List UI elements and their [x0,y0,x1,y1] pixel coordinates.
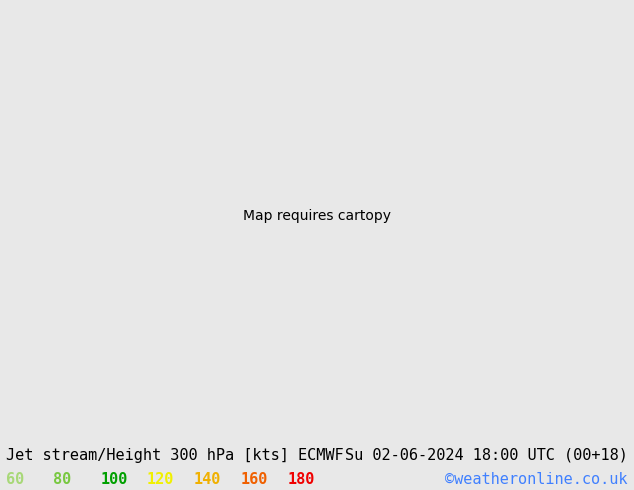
Text: Map requires cartopy: Map requires cartopy [243,209,391,222]
Text: Jet stream/Height 300 hPa [kts] ECMWF: Jet stream/Height 300 hPa [kts] ECMWF [6,448,344,463]
Text: 120: 120 [147,472,174,487]
Text: 180: 180 [288,472,315,487]
Text: ©weatheronline.co.uk: ©weatheronline.co.uk [445,472,628,487]
Text: 100: 100 [100,472,127,487]
Text: 80: 80 [53,472,72,487]
Text: 140: 140 [194,472,221,487]
Text: Su 02-06-2024 18:00 UTC (00+18): Su 02-06-2024 18:00 UTC (00+18) [345,448,628,463]
Text: 60: 60 [6,472,25,487]
Text: 160: 160 [241,472,268,487]
